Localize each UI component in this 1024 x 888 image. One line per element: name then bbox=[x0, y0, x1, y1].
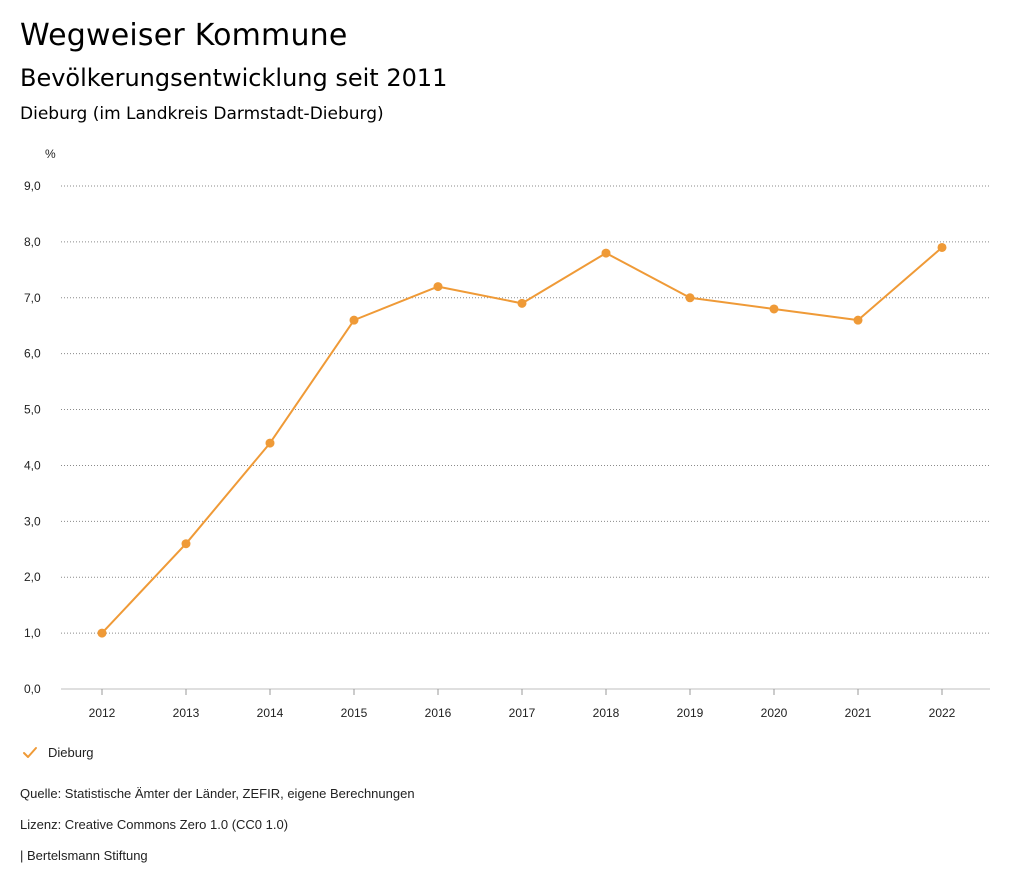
x-tick-label: 2020 bbox=[761, 706, 788, 720]
data-point bbox=[181, 539, 191, 549]
data-point bbox=[937, 242, 947, 252]
x-tick-label: 2013 bbox=[173, 706, 200, 720]
legend-item-dieburg[interactable]: Dieburg bbox=[22, 745, 94, 760]
x-tick-label: 2017 bbox=[509, 706, 536, 720]
legend-label: Dieburg bbox=[48, 745, 94, 760]
data-point bbox=[517, 298, 527, 308]
data-point bbox=[769, 304, 779, 314]
publisher-note: | Bertelsmann Stiftung bbox=[20, 848, 148, 863]
x-tick-label: 2014 bbox=[257, 706, 284, 720]
data-point bbox=[433, 282, 443, 292]
x-tick-label: 2022 bbox=[929, 706, 956, 720]
data-point bbox=[349, 315, 359, 325]
y-tick-label: 6,0 bbox=[24, 347, 41, 361]
y-tick-label: 2,0 bbox=[24, 570, 41, 584]
x-tick-label: 2019 bbox=[677, 706, 704, 720]
y-tick-label: 9,0 bbox=[24, 179, 41, 193]
chart-subtitle: Bevölkerungsentwicklung seit 2011 bbox=[20, 64, 448, 92]
y-tick-label: 8,0 bbox=[24, 235, 41, 249]
y-tick-label: 0,0 bbox=[24, 682, 41, 696]
y-tick-label: 1,0 bbox=[24, 626, 41, 640]
y-tick-label: 7,0 bbox=[24, 291, 41, 305]
source-note: Quelle: Statistische Ämter der Länder, Z… bbox=[20, 786, 415, 801]
x-tick-label: 2012 bbox=[89, 706, 116, 720]
region-label: Dieburg (im Landkreis Darmstadt-Dieburg) bbox=[20, 104, 384, 124]
x-tick-label: 2021 bbox=[845, 706, 872, 720]
check-icon bbox=[23, 746, 37, 758]
page-title: Wegweiser Kommune bbox=[20, 18, 348, 53]
x-tick-label: 2016 bbox=[425, 706, 452, 720]
x-tick-label: 2015 bbox=[341, 706, 368, 720]
x-tick-label: 2018 bbox=[593, 706, 620, 720]
data-point bbox=[685, 293, 695, 303]
y-tick-label: 5,0 bbox=[24, 403, 41, 417]
line-chart: % 0,0 1,0 2,0 3,0 4,0 5,0 6,0 7,0 8,0 9,0 2012 2013 2… bbox=[24, 147, 990, 720]
y-tick-label: 4,0 bbox=[24, 458, 41, 472]
y-axis-unit: % bbox=[45, 147, 56, 161]
data-point bbox=[97, 628, 107, 638]
data-point bbox=[265, 438, 275, 448]
data-point bbox=[601, 248, 611, 258]
license-note: Lizenz: Creative Commons Zero 1.0 (CC0 1… bbox=[20, 817, 289, 832]
y-tick-label: 3,0 bbox=[24, 514, 41, 528]
data-point bbox=[853, 315, 863, 325]
